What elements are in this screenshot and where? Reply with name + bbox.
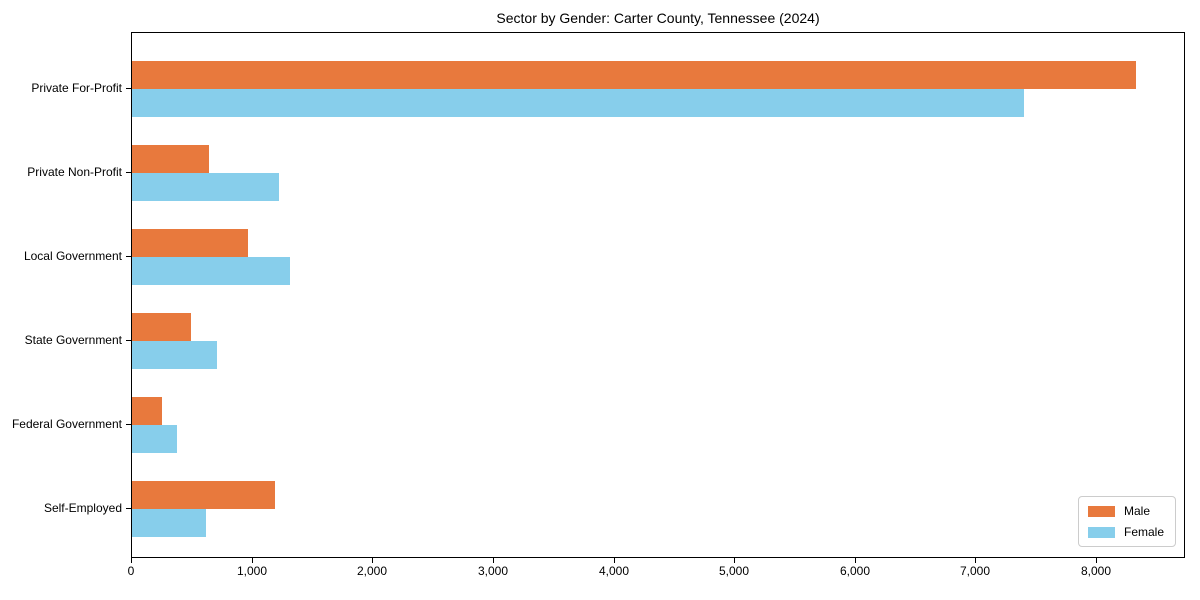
y-tick-label: Private For-Profit bbox=[31, 81, 122, 95]
bar-female-2 bbox=[132, 257, 290, 285]
bar-male-5 bbox=[132, 481, 275, 509]
y-tick-mark bbox=[126, 88, 131, 89]
bar-male-2 bbox=[132, 229, 248, 257]
y-tick-mark bbox=[126, 340, 131, 341]
x-tick-mark bbox=[1096, 558, 1097, 563]
x-tick-mark bbox=[131, 558, 132, 563]
y-tick-label: Local Government bbox=[23, 249, 122, 263]
y-tick-label: State Government bbox=[24, 333, 122, 347]
bar-male-0 bbox=[132, 61, 1136, 89]
bar-female-1 bbox=[132, 173, 279, 201]
chart-title: Sector by Gender: Carter County, Tenness… bbox=[496, 10, 820, 26]
y-tick-label: Federal Government bbox=[11, 417, 122, 431]
legend-item-male: Male bbox=[1087, 504, 1164, 518]
plot-area: Male Female bbox=[131, 32, 1185, 558]
x-tick-label: 5,000 bbox=[718, 564, 750, 578]
legend-label: Male bbox=[1123, 504, 1150, 518]
bar-male-1 bbox=[132, 145, 209, 173]
legend-label: Female bbox=[1123, 525, 1164, 539]
x-tick-mark bbox=[614, 558, 615, 563]
x-tick-mark bbox=[372, 558, 373, 563]
bar-female-3 bbox=[132, 341, 217, 369]
x-tick-label: 1,000 bbox=[236, 564, 268, 578]
y-tick-label: Private Non-Profit bbox=[27, 165, 122, 179]
x-tick-label: 6,000 bbox=[839, 564, 871, 578]
x-tick-label: 3,000 bbox=[477, 564, 509, 578]
x-tick-label: 0 bbox=[127, 564, 135, 578]
x-tick-mark bbox=[252, 558, 253, 563]
x-tick-label: 2,000 bbox=[356, 564, 388, 578]
y-tick-mark bbox=[126, 172, 131, 173]
y-tick-mark bbox=[126, 508, 131, 509]
bar-female-4 bbox=[132, 425, 177, 453]
bar-female-5 bbox=[132, 509, 206, 537]
x-tick-label: 8,000 bbox=[1080, 564, 1112, 578]
legend-swatch-female bbox=[1087, 526, 1115, 538]
x-tick-mark bbox=[975, 558, 976, 563]
x-tick-mark bbox=[855, 558, 856, 563]
bar-male-3 bbox=[132, 313, 191, 341]
bar-male-4 bbox=[132, 397, 162, 425]
x-tick-mark bbox=[734, 558, 735, 563]
legend-swatch-male bbox=[1087, 505, 1115, 517]
y-tick-mark bbox=[126, 256, 131, 257]
y-tick-mark bbox=[126, 424, 131, 425]
legend: Male Female bbox=[1077, 496, 1176, 547]
legend-item-female: Female bbox=[1087, 525, 1164, 539]
x-tick-mark bbox=[493, 558, 494, 563]
x-tick-label: 4,000 bbox=[598, 564, 630, 578]
x-tick-label: 7,000 bbox=[959, 564, 991, 578]
bar-female-0 bbox=[132, 89, 1024, 117]
y-tick-label: Self-Employed bbox=[43, 501, 122, 515]
